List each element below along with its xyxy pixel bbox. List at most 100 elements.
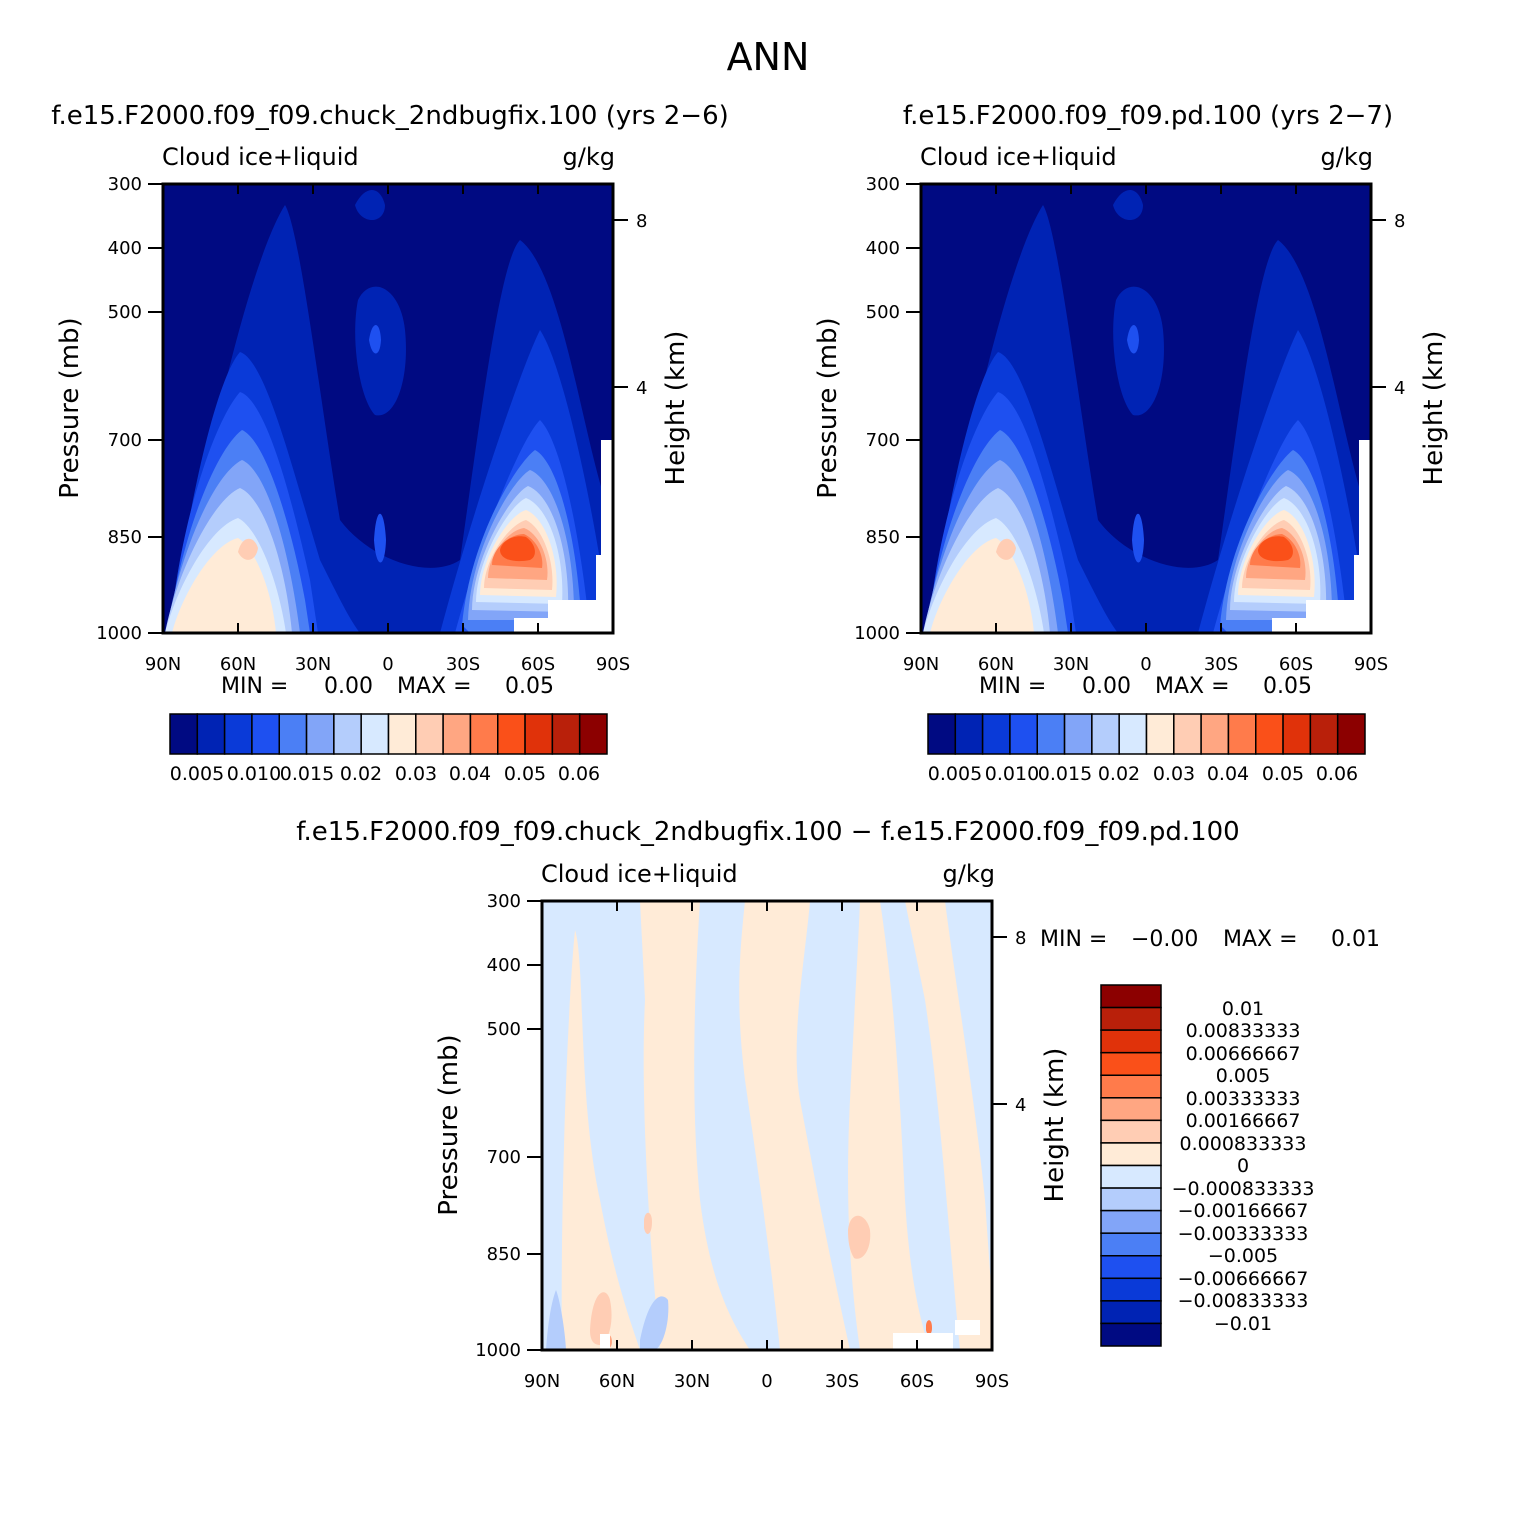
panel-2-xtick-label: 60S [1279, 654, 1313, 675]
panel-2-xtick-label: 60N [978, 654, 1014, 675]
panel-diff-xtick-label: 30S [825, 1371, 859, 1392]
panel-2-min-value: 0.00 [1082, 674, 1131, 699]
panel-2-colorbar-label: 0.02 [1098, 763, 1140, 785]
panel-2-colorbar-cell [1282, 713, 1312, 755]
panel-2-min-label: MIN = [979, 674, 1046, 699]
panel-1-title: f.e15.F2000.f09_f09.chuck_2ndbugfix.100 … [51, 101, 729, 131]
panel-1-colorbar-cell [497, 713, 526, 755]
panel-2-xtick-label: 30S [1204, 654, 1238, 675]
panel-diff-colorbar-cell [1100, 1119, 1162, 1144]
panel-diff-colorbar-cell [1100, 1187, 1162, 1212]
panel-1-units: g/kg [563, 143, 615, 171]
panel-diff-y2tick-label: 4 [1015, 1095, 1026, 1116]
panel-diff-contour-field [542, 901, 992, 1350]
panel-1-colorbar-cell [387, 713, 417, 755]
panel-diff-colorbar-cell [1100, 984, 1162, 1009]
panel-2-colorbar-cell [954, 713, 984, 755]
panel-diff-x-axis: 90N 60N 30N 0 30S 60S 90S [524, 901, 1009, 1392]
panel-1-colorbar-cell [305, 713, 335, 755]
panel-1-y2label: Height (km) [661, 331, 691, 486]
panel-diff-colorbar-cell [1100, 1209, 1162, 1234]
panel-diff-colorbar-cell [1100, 1322, 1162, 1347]
panel-2-xtick-label: 0 [1140, 654, 1151, 675]
panel-2-colorbar-label: 0.03 [1153, 763, 1195, 785]
panel-1-xtick-label: 30N [295, 654, 331, 675]
panel-1-xtick-label: 90N [145, 654, 181, 675]
panel-2-xtick-label: 90S [1354, 654, 1388, 675]
panel-diff-colorbar-cell [1100, 1164, 1162, 1189]
panel-1-xtick-label: 90S [596, 654, 630, 675]
panel-2-minmax: MIN = 0.00 MAX = 0.05 [979, 674, 1312, 699]
panel-diff-minmax: MIN = −0.00 MAX = 0.01 [1040, 927, 1380, 952]
panel-diff-colorbar-label: 0.005 [1216, 1065, 1270, 1087]
page-title: ANN [727, 35, 810, 79]
panel-2-x-axis: 90N 60N 30N 0 30S 60S 90S [903, 184, 1388, 675]
panel-diff-ytick-label: 850 [487, 1244, 521, 1265]
panel-diff-colorbar-label: −0.005 [1208, 1245, 1278, 1267]
panel-1-colorbar-cell [578, 713, 608, 755]
panel-2-colorbar-label: 0.05 [1262, 763, 1304, 785]
panel-1-colorbar-cell [360, 713, 390, 755]
panel-1-ytick-label: 700 [108, 430, 142, 451]
panel-1-colorbar-label: 0.05 [504, 763, 546, 785]
panel-diff-colorbar-label: −0.000833333 [1172, 1178, 1315, 1200]
panel-diff-xtick-label: 60S [900, 1371, 934, 1392]
panel-1-y2-axis: 8 4 Height (km) [613, 211, 691, 485]
panel-2-colorbar-cell [1063, 713, 1093, 755]
panel-2-colorbar-label: 0.04 [1207, 763, 1249, 785]
panel-2-colorbar-label: 0.015 [1038, 763, 1092, 785]
panel-diff-colorbar-cell [1100, 1142, 1162, 1167]
panel-diff-colorbar-cell [1100, 1300, 1162, 1325]
panel-1-xtick-label: 30S [446, 654, 480, 675]
panel-2-colorbar-cell [1227, 713, 1257, 755]
panel-diff-y2tick-label: 8 [1015, 928, 1026, 949]
panel-1-ytick-label: 500 [108, 302, 142, 323]
panel-1-colorbar-cell [169, 713, 199, 755]
panel-1-ytick-label: 1000 [96, 623, 142, 644]
panel-2-ytick-label: 400 [866, 238, 900, 259]
panel-diff-colorbar-label: 0 [1237, 1155, 1249, 1177]
panel-diff-variable: Cloud ice+liquid [541, 860, 738, 888]
panel-diff-colorbar-cell [1100, 1232, 1162, 1257]
panel-diff-min-value: −0.00 [1131, 927, 1198, 952]
panel-1-colorbar-label: 0.02 [340, 763, 382, 785]
panel-diff-colorbar-label: 0.00833333 [1186, 1020, 1301, 1042]
panel-2-title: f.e15.F2000.f09_f09.pd.100 (yrs 2−7) [903, 101, 1393, 131]
panel-2-colorbar-cell [1145, 713, 1175, 755]
panel-1-colorbar-cell [333, 713, 362, 755]
panel-2-units: g/kg [1321, 143, 1373, 171]
panel-1-colorbar-cell [524, 713, 554, 755]
panel-2-colorbar-cell [1118, 713, 1148, 755]
panel-diff-colorbar-label: 0.000833333 [1180, 1133, 1307, 1155]
panel-1-ytick-label: 300 [108, 174, 142, 195]
panel-diff-units: g/kg [943, 860, 995, 888]
panel-1-contour-field [163, 184, 613, 633]
panel-1-colorbar-label: 0.03 [395, 763, 437, 785]
panel-1-max-label: MAX = [397, 674, 472, 699]
panel-diff-ytick-label: 400 [487, 955, 521, 976]
panel-diff-colorbar-cell [1100, 1074, 1162, 1099]
panel-2-colorbar: 0.005 0.010 0.015 0.02 0.03 0.04 0.05 0.… [927, 713, 1366, 785]
panel-diff-xtick-label: 90S [975, 1371, 1009, 1392]
panel-2-colorbar-cell [927, 713, 957, 755]
panel-1-variable: Cloud ice+liquid [162, 143, 359, 171]
panel-1-y2tick-label: 8 [636, 211, 647, 232]
panel-diff-ytick-label: 700 [487, 1147, 521, 1168]
panel-1: f.e15.F2000.f09_f09.chuck_2ndbugfix.100 … [51, 101, 729, 785]
panel-1-y2tick-label: 4 [636, 378, 647, 399]
panel-1-min-value: 0.00 [324, 674, 373, 699]
panel-2-colorbar-label: 0.010 [985, 763, 1039, 785]
panel-diff-colorbar-label: 0.00166667 [1186, 1110, 1301, 1132]
panel-2-max-label: MAX = [1155, 674, 1230, 699]
panel-1-y-axis: 300 400 500 700 850 1000 Pressure (mb) [55, 174, 163, 644]
panel-2-ytick-label: 700 [866, 430, 900, 451]
panel-2-ytick-label: 500 [866, 302, 900, 323]
panel-1-colorbar-label: 0.04 [449, 763, 491, 785]
panel-2-ytick-label: 1000 [854, 623, 900, 644]
panel-diff-min-label: MIN = [1040, 927, 1107, 952]
panel-diff-colorbar-cell [1100, 1097, 1162, 1122]
panel-1-colorbar: 0.005 0.010 0.015 0.02 0.03 0.04 0.05 0.… [169, 713, 608, 785]
panel-2-ytick-label: 300 [866, 174, 900, 195]
panel-diff-max-value: 0.01 [1331, 927, 1380, 952]
panel-2-y2label: Height (km) [1419, 331, 1449, 486]
